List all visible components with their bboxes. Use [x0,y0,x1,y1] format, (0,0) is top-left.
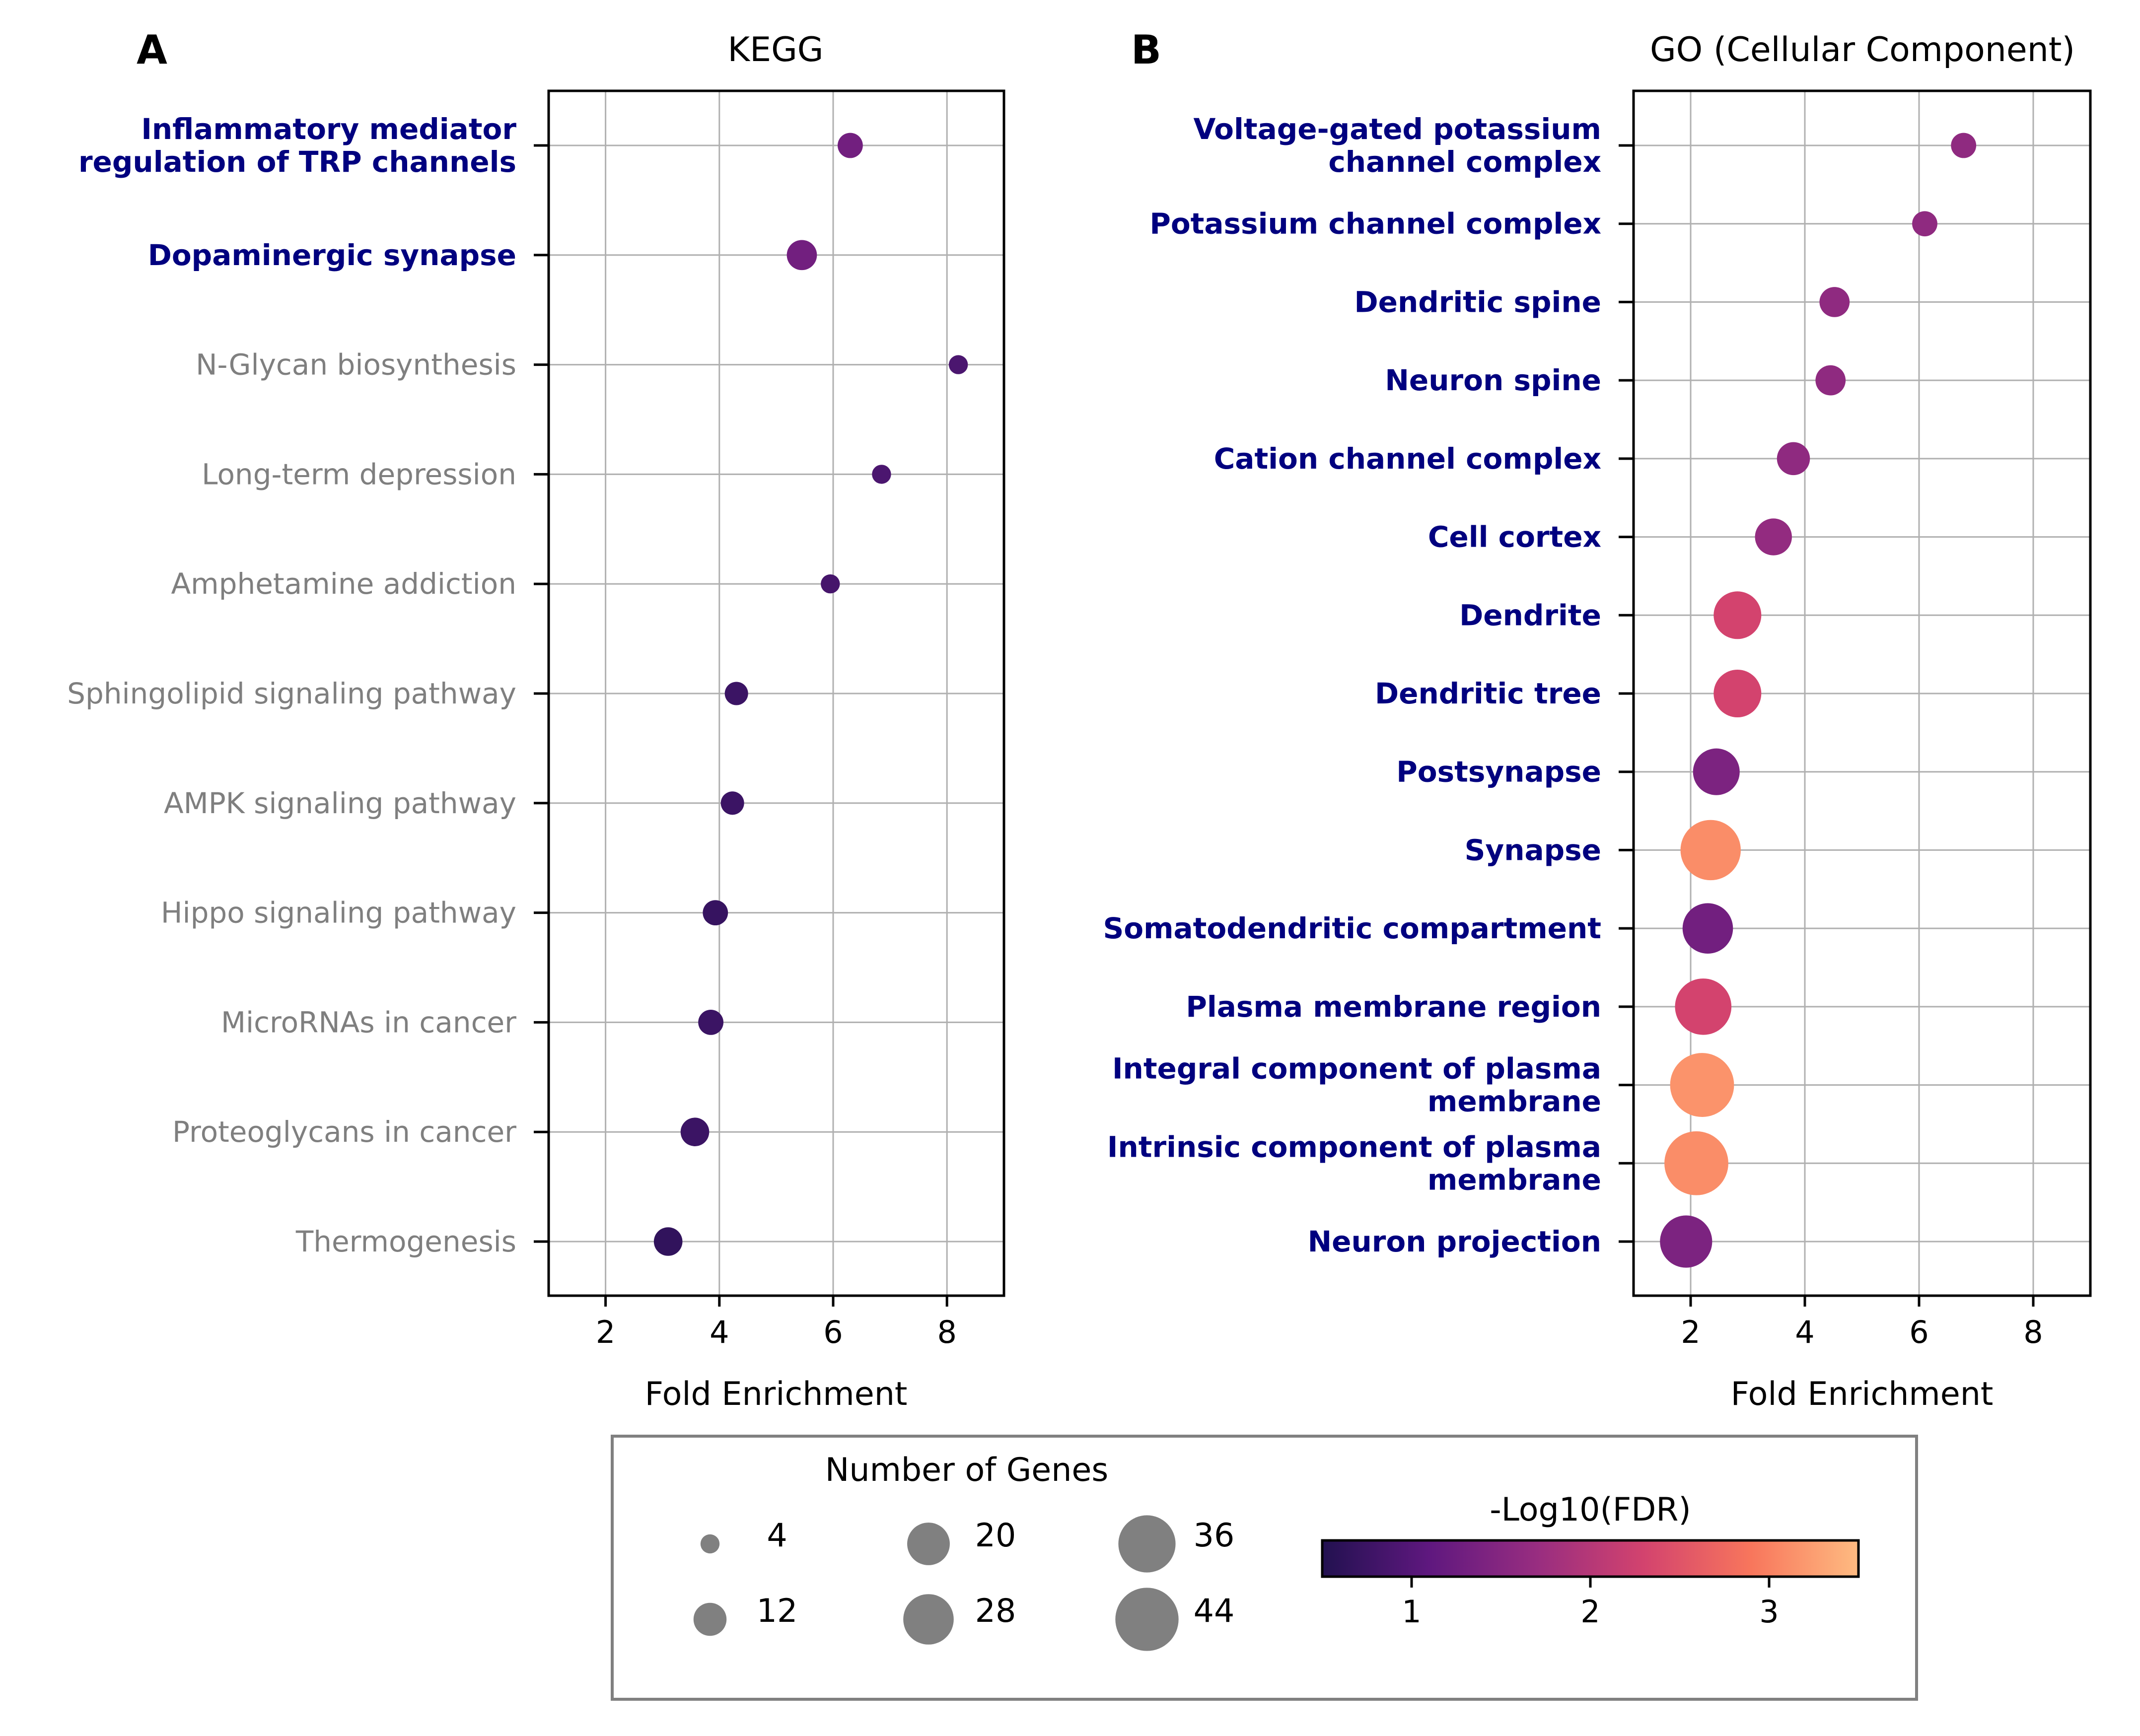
data-point [821,574,840,594]
x-tick-label: 6 [823,1314,843,1350]
panel-b-letter: B [1131,27,1161,73]
data-point [1815,365,1846,396]
data-point [837,133,863,158]
data-point [1660,1215,1712,1268]
colorbar-tick-label: 3 [1759,1594,1779,1630]
y-tick-label: Dopaminergic synapse [148,238,516,272]
colorbar [1321,1539,1860,1578]
y-tick-label: Potassium channel complex [1149,207,1601,241]
data-point [786,240,817,271]
size-legend-marker [1118,1515,1176,1573]
panel-b-y-labels: Voltage-gated potassium channel complex Po… [1103,112,1634,1258]
x-tick-label: 4 [710,1314,729,1350]
panel-b-x-ticks: 2 4 6 8 [1681,1296,2043,1350]
size-legend-label: 12 [757,1593,798,1630]
panel-a-x-axis-label: Fold Enrichment [645,1376,908,1413]
colorbar-tick-label: 2 [1580,1594,1600,1630]
y-tick-label: Voltage-gated potassium channel complex [1193,112,1601,179]
data-point [1713,670,1762,717]
size-legend-label: 28 [975,1593,1016,1630]
y-tick-label: Dendrite [1459,598,1601,632]
data-point [1713,591,1762,639]
y-tick-label: Proteoglycans in cancer [172,1115,516,1149]
size-legend-marker [907,1523,950,1565]
y-tick-label: Inflammatory mediator regulation of TRP c… [78,112,516,179]
size-legend-label: 20 [975,1517,1016,1554]
data-point [948,355,968,374]
y-tick-label: Plasma membrane region [1186,990,1601,1024]
y-tick-label: MicroRNAs in cancer [221,1005,516,1039]
data-point [1912,211,1937,237]
size-legend-label: 44 [1194,1593,1235,1630]
data-point [724,682,748,705]
data-point [872,465,891,484]
data-point [698,1010,724,1035]
colorbar-ticks: 1 2 3 [1402,1577,1779,1630]
panel-a-y-labels: Inflammatory mediator regulation of TRP c… [67,112,549,1258]
data-point [720,791,744,815]
colorbar-label: -Log10(FDR) [1490,1491,1691,1528]
data-point [1693,748,1740,795]
colorbar-tick-label: 1 [1402,1594,1421,1630]
y-tick-label: Integral component of plasma membrane [1112,1052,1601,1118]
size-legend-marker [693,1602,727,1636]
y-tick-label: Cation channel complex [1214,442,1601,476]
size-legend-label: 36 [1194,1517,1235,1554]
y-tick-label: Amphetamine addiction [171,567,517,601]
panel-a: A KEGG 2 4 6 8 Inflammatory mediator regulat… [67,27,1005,1413]
y-tick-label: Somatodendritic compartment [1103,911,1601,945]
panel-a-letter: A [137,27,167,73]
y-tick-label: N-Glycan biosynthesis [196,348,516,382]
panel-b-marks [1660,133,1977,1268]
size-legend-title: Number of Genes [825,1452,1109,1489]
data-point [1670,1053,1734,1117]
y-tick-label: Neuron projection [1308,1225,1601,1258]
size-legend: 4 12 20 28 36 44 [693,1515,1235,1651]
y-tick-label: Dendritic spine [1354,285,1601,319]
data-point [703,900,728,925]
data-point [1951,133,1977,158]
x-tick-label: 6 [1909,1314,1928,1350]
x-tick-label: 4 [1795,1314,1814,1350]
panel-b-title: GO (Cellular Component) [1650,30,2075,69]
y-tick-label: Cell cortex [1428,520,1601,554]
panel-a-x-ticks: 2 4 6 8 [596,1296,957,1350]
panel-b: B GO (Cellular Component) 2 4 6 8 Voltage-g… [1103,27,2092,1413]
panel-a-title: KEGG [728,30,824,69]
y-tick-label: Thermogenesis [295,1225,516,1258]
data-point [1664,1131,1728,1195]
size-legend-marker [903,1594,954,1645]
y-tick-label: Postsynapse [1396,755,1601,789]
y-tick-label: Hippo signaling pathway [161,896,516,930]
y-tick-label: Neuron spine [1385,363,1601,397]
y-tick-label: Sphingolipid signaling pathway [67,677,516,710]
y-tick-label: AMPK signaling pathway [164,786,516,820]
data-point [1819,287,1850,317]
y-tick-label: Long-term depression [202,457,516,491]
y-tick-label: Intrinsic component of plasma membrane [1107,1130,1601,1196]
x-tick-label: 8 [2023,1314,2043,1350]
data-point [1675,978,1732,1035]
panel-a-grid [549,91,1004,1296]
x-tick-label: 2 [1681,1314,1700,1350]
x-tick-label: 8 [937,1314,956,1350]
data-point [1777,442,1810,476]
data-point [1680,820,1741,881]
data-point [1682,903,1733,954]
size-legend-label: 4 [767,1517,787,1554]
panel-b-x-axis-label: Fold Enrichment [1731,1376,1994,1413]
x-tick-label: 2 [596,1314,615,1350]
data-point [680,1117,710,1146]
panel-a-marks [653,133,968,1256]
size-legend-marker [700,1534,720,1554]
data-point [1755,518,1792,556]
size-legend-marker [1115,1588,1179,1651]
data-point [653,1227,683,1256]
y-tick-label: Dendritic tree [1375,677,1601,710]
y-tick-label: Synapse [1465,833,1601,867]
